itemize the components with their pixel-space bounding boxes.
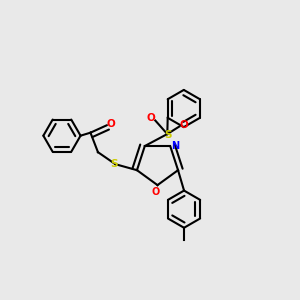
Text: S: S — [164, 130, 172, 140]
Text: O: O — [147, 113, 155, 123]
Text: O: O — [107, 119, 116, 129]
Text: O: O — [152, 187, 160, 197]
Text: N: N — [172, 141, 180, 151]
Text: O: O — [179, 120, 188, 130]
Text: S: S — [110, 159, 118, 169]
